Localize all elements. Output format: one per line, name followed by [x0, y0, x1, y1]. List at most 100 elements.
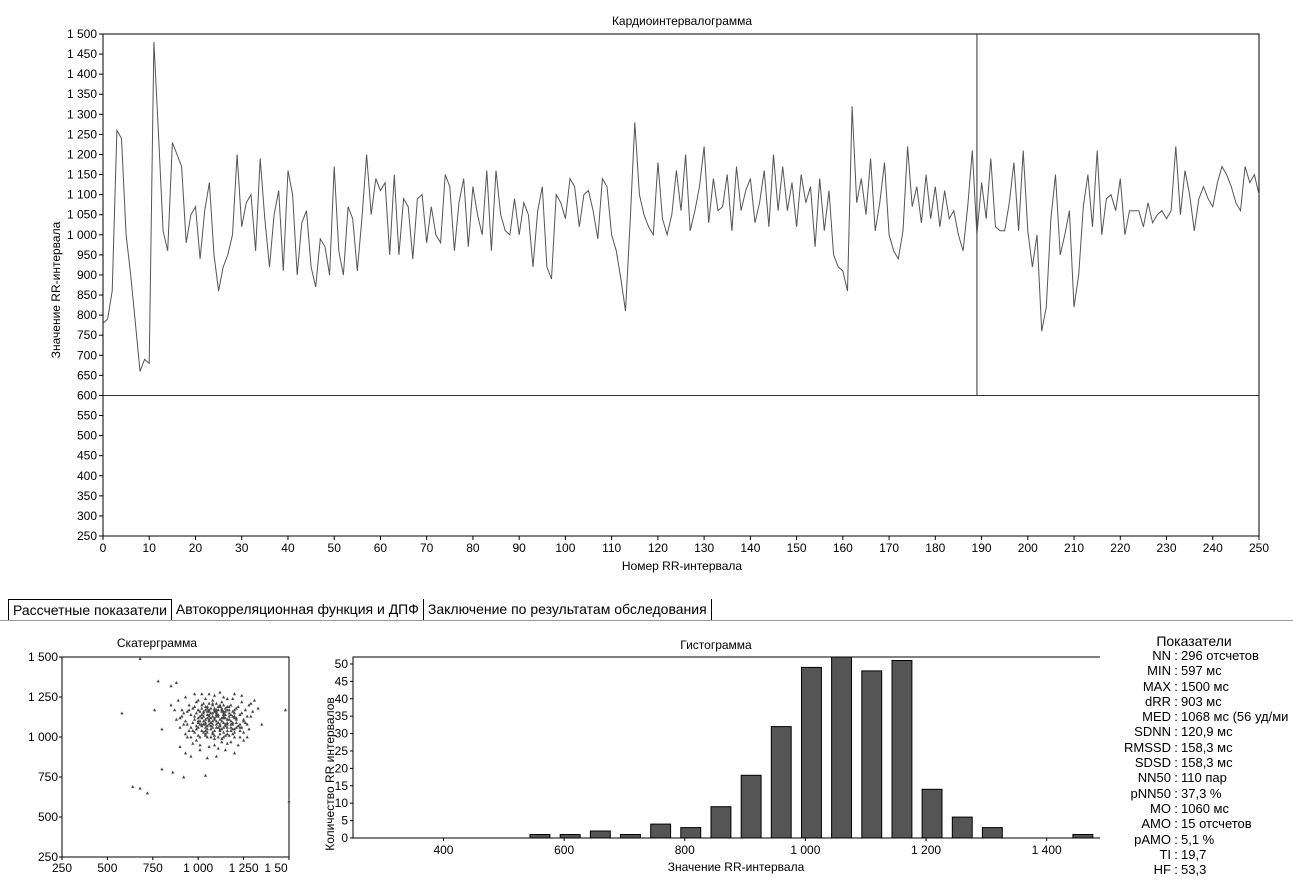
- scatter-y-tick-label: 500: [38, 810, 58, 824]
- scatter-point: [205, 756, 209, 760]
- scatter-point: [242, 738, 246, 742]
- metric-separator: :: [1174, 678, 1178, 694]
- scatter-point: [240, 693, 244, 697]
- scatter-point: [229, 713, 233, 716]
- scatter-point: [212, 737, 217, 740]
- scatter-point: [202, 709, 206, 713]
- scatter-point: [225, 722, 229, 726]
- hist-y-tick-label: 20: [335, 761, 349, 775]
- y-tick-label: 500: [77, 429, 97, 443]
- scatter-point: [238, 725, 242, 729]
- hist-bar: [801, 666, 822, 839]
- scatter-point: [189, 713, 193, 716]
- scatter-point: [207, 745, 211, 748]
- scatter-point: [249, 714, 253, 718]
- scatter-point: [252, 698, 257, 702]
- scatter-point: [138, 657, 142, 660]
- y-tick-label: 1 500: [67, 27, 97, 41]
- y-tick-label: 1 450: [67, 47, 97, 61]
- metric-value: 1060 мс: [1181, 800, 1229, 816]
- metric-row: pAMO:5,1 %: [1100, 832, 1293, 847]
- metric-value: 110 пар: [1181, 770, 1227, 786]
- scatter-point: [182, 711, 186, 715]
- scatter-point: [234, 725, 238, 729]
- scatter-point: [211, 701, 215, 705]
- scatter-point: [211, 703, 215, 707]
- scatter-point: [198, 722, 202, 726]
- metric-value: 120,9 мс: [1181, 724, 1233, 740]
- scatter-point: [234, 721, 238, 724]
- y-tick-label: 1 300: [67, 107, 97, 121]
- scatter-point: [218, 703, 222, 707]
- scatter-point: [207, 722, 211, 726]
- scatter-x-tick-label: 500: [97, 861, 117, 875]
- hist-bar: [861, 670, 883, 839]
- scatter-point: [242, 719, 246, 723]
- scatter-point: [238, 713, 242, 716]
- scatter-point: [183, 719, 188, 723]
- metric-key: TI: [1159, 846, 1171, 862]
- tab-computed-metrics[interactable]: Рассчетные показатели: [8, 599, 172, 621]
- scatter-point: [200, 716, 204, 720]
- scatter-point: [238, 729, 242, 732]
- hist-bars: [529, 656, 1094, 839]
- metric-key: MAX: [1142, 678, 1171, 694]
- scatter-point: [232, 751, 237, 755]
- tab-conclusion[interactable]: Заключение по результатам обследования: [424, 599, 712, 621]
- scatter-point: [225, 725, 229, 729]
- metric-key: pAMO: [1134, 831, 1171, 847]
- scatter-point: [209, 706, 213, 710]
- scatter-point: [238, 735, 242, 739]
- hist-bar: [770, 726, 792, 839]
- x-tick-label: 160: [833, 541, 853, 555]
- scatter-point: [211, 719, 215, 723]
- hist-bar: [1072, 834, 1094, 839]
- scatter-point: [229, 740, 233, 744]
- scatter-point: [169, 703, 173, 707]
- scatter-point: [198, 743, 202, 747]
- scatter-point: [194, 724, 198, 728]
- scatter-point: [242, 717, 246, 721]
- scatter-point: [131, 785, 135, 788]
- scatter-point: [214, 725, 218, 729]
- scatter-point: [209, 735, 213, 739]
- scatter-point: [287, 799, 291, 803]
- scatter-point: [214, 711, 218, 715]
- scatter-point: [222, 721, 226, 724]
- scatter-point: [236, 705, 240, 708]
- y-tick-label: 350: [77, 489, 97, 503]
- x-tick-label: 80: [466, 541, 480, 555]
- metric-separator: :: [1174, 770, 1178, 786]
- x-tick-label: 200: [1018, 541, 1038, 555]
- metric-value: 1068 мс (56 уд/ми: [1181, 709, 1289, 725]
- hist-y-tick-label: 35: [335, 709, 349, 723]
- scatter-point: [223, 733, 227, 737]
- scatter-point: [220, 719, 224, 723]
- scatter-point: [203, 717, 208, 721]
- hist-y-tick-label: 30: [335, 727, 349, 741]
- scatter-frame: [61, 656, 290, 858]
- scatter-point: [198, 709, 202, 713]
- scatter-point: [194, 727, 198, 731]
- scatter-point: [223, 724, 227, 728]
- scatter-point: [182, 722, 186, 726]
- y-tick-label: 1 050: [67, 208, 97, 222]
- scatter-point: [231, 697, 235, 700]
- hist-x-tick-label: 1 000: [790, 843, 820, 857]
- hist-bar: [589, 830, 611, 839]
- scatter-point: [196, 725, 200, 729]
- metric-row: NN:296 отсчетов: [1100, 648, 1293, 663]
- metric-row: AMO:15 отсчетов: [1100, 816, 1293, 831]
- x-tick-label: 60: [374, 541, 388, 555]
- scatter-point: [231, 709, 235, 713]
- x-tick-label: 100: [555, 541, 575, 555]
- scatter-point: [207, 692, 211, 696]
- scatter-point: [203, 725, 208, 729]
- y-tick-label: 450: [77, 449, 97, 463]
- scatter-point: [212, 706, 217, 710]
- scatter-point: [225, 741, 229, 745]
- scatter-point: [218, 717, 222, 721]
- hist-x-tick-label: 800: [675, 843, 695, 857]
- scatter-point: [200, 724, 204, 728]
- tab-autocorrelation-dft[interactable]: Автокорреляционная функция и ДПФ: [172, 599, 424, 621]
